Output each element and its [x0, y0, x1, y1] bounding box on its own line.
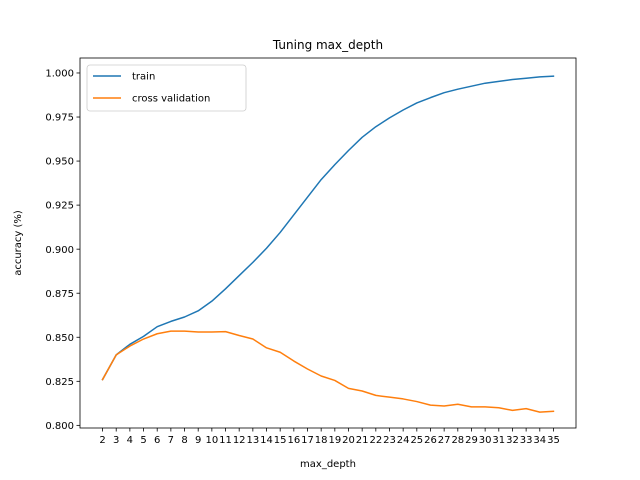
- x-tick-label: 10: [205, 435, 218, 446]
- x-tick-label: 6: [154, 435, 160, 446]
- x-tick-label: 22: [369, 435, 382, 446]
- y-tick-label: 0.800: [45, 421, 74, 432]
- x-tick-label: 15: [274, 435, 287, 446]
- x-tick-label: 30: [479, 435, 492, 446]
- y-tick-label: 0.900: [45, 245, 74, 256]
- y-axis: 0.800 0.825 0.850 0.875 0.900 0.925 0.950 0.975…: [45, 69, 80, 432]
- x-tick-label: 20: [342, 435, 355, 446]
- x-tick-label: 23: [383, 435, 396, 446]
- y-tick-label: 0.950: [45, 157, 74, 168]
- x-axis-label: max_depth: [300, 459, 356, 470]
- legend: train cross validation: [86, 64, 247, 112]
- x-tick-label: 17: [301, 435, 314, 446]
- x-tick-label: 19: [328, 435, 341, 446]
- legend-label-1: cross validation: [132, 94, 210, 105]
- x-tick-label: 35: [547, 435, 560, 446]
- x-tick-label: 18: [315, 435, 328, 446]
- x-tick-label: 16: [287, 435, 300, 446]
- x-tick-label: 34: [533, 435, 546, 446]
- x-tick-label: 32: [506, 435, 519, 446]
- x-axis: 2 3 4 5 6 7 8 9 10 11 12 13 14 15 16 17 18 19 20 21 22 23 24 25…: [99, 428, 560, 446]
- y-tick-label: 0.875: [45, 289, 74, 300]
- x-tick-label: 14: [260, 435, 273, 446]
- legend-frame: [86, 64, 247, 112]
- series-line-0: [101, 75, 555, 381]
- x-tick-label: 5: [140, 435, 146, 446]
- x-tick-label: 28: [451, 435, 464, 446]
- x-tick-label: 7: [168, 435, 174, 446]
- series-layer: [101, 75, 555, 413]
- x-tick-label: 25: [410, 435, 423, 446]
- x-tick-label: 3: [113, 435, 119, 446]
- x-tick-label: 31: [492, 435, 505, 446]
- legend-label-0: train: [132, 72, 155, 83]
- y-tick-label: 0.975: [45, 113, 74, 124]
- x-tick-label: 27: [438, 435, 451, 446]
- chart-title: Tuning max_depth: [272, 38, 383, 52]
- y-tick-label: 0.825: [45, 377, 74, 388]
- plot-area: [79, 57, 577, 429]
- x-tick-label: 29: [465, 435, 478, 446]
- y-axis-label: accuracy (%): [13, 210, 24, 276]
- x-tick-label: 21: [356, 435, 369, 446]
- y-tick-label: 0.850: [45, 333, 74, 344]
- x-tick-label: 11: [219, 435, 232, 446]
- x-tick-label: 13: [246, 435, 259, 446]
- x-tick-label: 9: [195, 435, 201, 446]
- x-tick-label: 8: [181, 435, 187, 446]
- x-tick-label: 33: [520, 435, 533, 446]
- x-tick-label: 2: [99, 435, 105, 446]
- plot-frame: [79, 57, 577, 429]
- x-tick-label: 26: [424, 435, 437, 446]
- x-tick-label: 12: [233, 435, 246, 446]
- y-tick-label: 1.000: [45, 69, 74, 80]
- x-tick-label: 24: [397, 435, 410, 446]
- x-tick-label: 4: [127, 435, 133, 446]
- y-tick-label: 0.925: [45, 201, 74, 212]
- series-line-1: [101, 330, 555, 413]
